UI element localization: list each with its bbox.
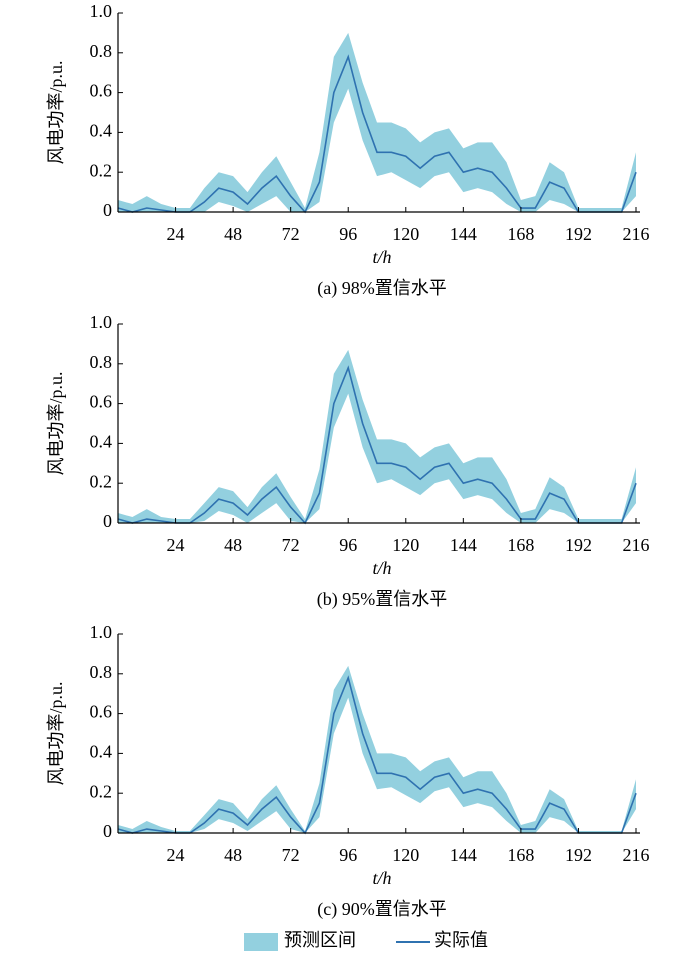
x-tick-label: 192 — [565, 535, 592, 555]
y-tick-label: 1.0 — [90, 622, 113, 642]
x-tick-label: 192 — [565, 845, 592, 865]
x-tick-label: 72 — [282, 535, 300, 555]
y-axis-label: 风电功率/p.u. — [46, 60, 66, 164]
x-tick-label: 168 — [507, 845, 534, 865]
x-tick-label: 96 — [339, 535, 357, 555]
x-tick-label: 120 — [392, 224, 419, 244]
y-tick-label: 0.8 — [90, 662, 113, 682]
x-tick-label: 120 — [392, 845, 419, 865]
chart-title: (a) 98%置信水平 — [317, 278, 446, 299]
y-tick-label: 0.8 — [90, 41, 113, 61]
x-tick-label: 48 — [224, 845, 242, 865]
legend-label: 实际值 — [434, 930, 488, 950]
y-axis-label: 风电功率/p.u. — [46, 371, 66, 475]
x-tick-label: 96 — [339, 845, 357, 865]
y-tick-label: 0.8 — [90, 352, 113, 372]
x-tick-label: 168 — [507, 224, 534, 244]
y-tick-label: 0.6 — [90, 81, 113, 101]
y-tick-label: 1.0 — [90, 312, 113, 332]
legend-swatch — [244, 933, 278, 951]
y-tick-label: 1.0 — [90, 1, 113, 21]
actual-line — [117, 365, 637, 525]
y-tick-label: 0.2 — [90, 160, 113, 180]
x-tick-label: 144 — [450, 535, 477, 555]
x-tick-label: 120 — [392, 535, 419, 555]
x-axis-label: t/h — [372, 868, 391, 888]
x-tick-label: 24 — [167, 845, 185, 865]
y-tick-label: 0.2 — [90, 471, 113, 491]
y-tick-label: 0 — [103, 821, 112, 841]
x-tick-label: 48 — [224, 535, 242, 555]
y-tick-label: 0.4 — [90, 742, 113, 762]
y-tick-label: 0 — [103, 200, 112, 220]
x-tick-label: 144 — [450, 224, 477, 244]
y-tick-label: 0.6 — [90, 392, 113, 412]
y-tick-label: 0 — [103, 511, 112, 531]
y-tick-label: 0.2 — [90, 781, 113, 801]
x-tick-label: 216 — [623, 845, 650, 865]
y-tick-label: 0.4 — [90, 432, 113, 452]
x-tick-label: 72 — [282, 845, 300, 865]
actual-line — [117, 54, 637, 214]
interval-band — [118, 32, 636, 213]
x-tick-label: 24 — [167, 535, 185, 555]
x-tick-label: 216 — [623, 535, 650, 555]
x-tick-label: 168 — [507, 535, 534, 555]
x-tick-label: 48 — [224, 224, 242, 244]
interval-band — [118, 349, 636, 523]
legend-label: 预测区间 — [284, 930, 356, 950]
x-tick-label: 216 — [623, 224, 650, 244]
x-tick-label: 144 — [450, 845, 477, 865]
x-tick-label: 192 — [565, 224, 592, 244]
actual-line — [117, 675, 637, 835]
interval-band — [118, 665, 636, 833]
x-axis-label: t/h — [372, 558, 391, 578]
x-tick-label: 96 — [339, 224, 357, 244]
chart-title: (b) 95%置信水平 — [317, 589, 447, 610]
y-tick-label: 0.6 — [90, 702, 113, 722]
x-tick-label: 72 — [282, 224, 300, 244]
x-tick-label: 24 — [167, 224, 185, 244]
chart-title: (c) 90%置信水平 — [317, 899, 446, 920]
y-axis-label: 风电功率/p.u. — [46, 681, 66, 785]
x-axis-label: t/h — [372, 247, 391, 267]
y-tick-label: 0.4 — [90, 121, 113, 141]
